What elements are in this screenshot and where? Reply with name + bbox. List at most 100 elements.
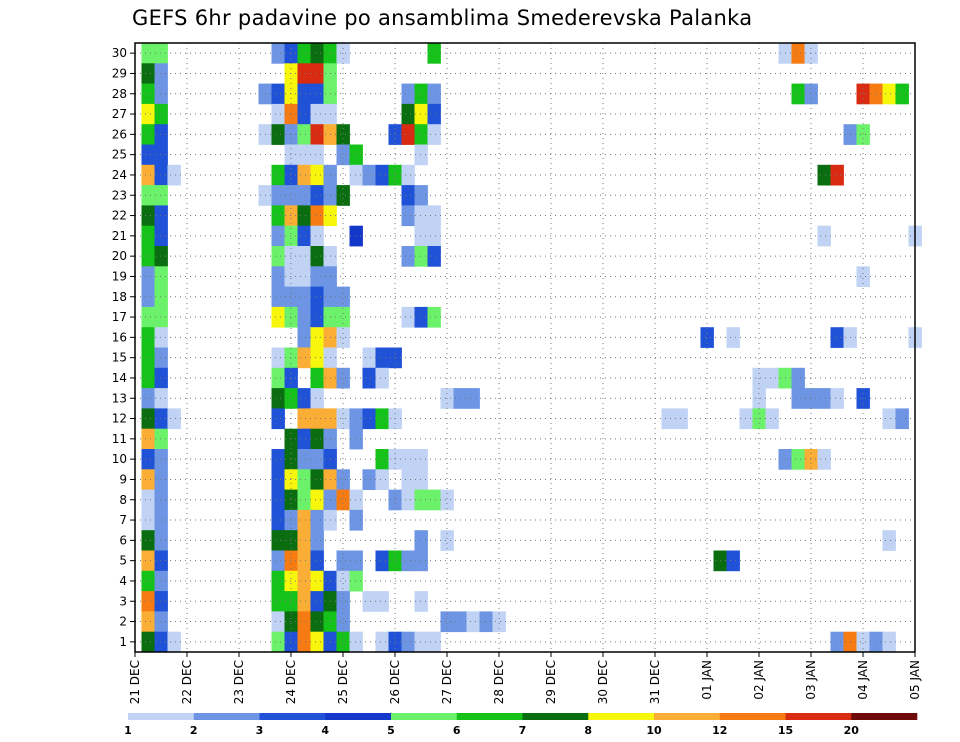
heatmap-cell	[401, 124, 415, 145]
heatmap-cell	[141, 164, 155, 186]
y-tick-label: 15	[112, 351, 127, 365]
heatmap-cell	[297, 509, 311, 531]
colorbar-swatch	[128, 713, 195, 720]
heatmap-cell	[284, 611, 298, 633]
heatmap-cell	[297, 306, 311, 328]
heatmap-cell	[154, 367, 168, 389]
heatmap-cell	[284, 124, 298, 145]
heatmap-cell	[414, 83, 428, 105]
heatmap-cell	[349, 408, 363, 430]
heatmap-cell	[154, 611, 168, 633]
heatmap-cell	[141, 306, 155, 328]
plot-frame	[134, 42, 916, 653]
heatmap-cell	[336, 306, 350, 328]
heatmap-cell	[362, 408, 376, 430]
heatmap-cell	[414, 489, 428, 511]
heatmap-cell	[271, 43, 285, 64]
heatmap-cell	[310, 388, 324, 409]
x-tick-label: 04 JAN	[856, 660, 870, 700]
heatmap-cell	[336, 469, 350, 490]
heatmap-cell	[414, 246, 428, 267]
heatmap-cell	[362, 591, 376, 612]
y-tick-label: 9	[119, 472, 127, 486]
heatmap-cell	[297, 347, 311, 369]
heatmap-cell	[297, 449, 311, 470]
heatmap-cell	[154, 388, 168, 409]
heatmap-cell	[284, 428, 298, 450]
heatmap-cell	[284, 103, 298, 125]
heatmap-cell	[414, 306, 428, 328]
heatmap-cell	[284, 631, 298, 653]
heatmap-cell	[817, 225, 831, 247]
heatmap-cell	[414, 124, 428, 145]
heatmap-cell	[271, 570, 285, 592]
colorbar-label: 15	[778, 724, 793, 737]
heatmap-cell	[414, 144, 428, 166]
y-tick-label: 7	[119, 513, 127, 527]
heatmap-cell	[765, 408, 779, 430]
heatmap-cell	[310, 469, 324, 490]
heatmap-cell	[336, 550, 350, 572]
heatmap-cell	[310, 246, 324, 267]
heatmap-cell	[856, 124, 870, 145]
heatmap-cell	[362, 164, 376, 186]
heatmap-cell	[297, 225, 311, 247]
heatmap-cell	[141, 428, 155, 450]
heatmap-cell	[375, 631, 389, 653]
heatmap-cell	[297, 164, 311, 186]
heatmap-cell	[336, 124, 350, 145]
x-tick-label: 05 JAN	[908, 660, 922, 700]
heatmap-cell	[830, 327, 844, 348]
heatmap-cell	[414, 185, 428, 206]
heatmap-cell	[284, 144, 298, 166]
colorbar-swatch	[588, 713, 655, 720]
heatmap-cell	[154, 591, 168, 612]
heatmap-cell	[284, 185, 298, 206]
heatmap-cell	[141, 225, 155, 247]
heatmap-cell	[284, 550, 298, 572]
y-tick-label: 16	[112, 330, 127, 344]
heatmap-cell	[830, 631, 844, 653]
heatmap-cell	[154, 530, 168, 551]
heatmap-cell	[284, 347, 298, 369]
y-tick-label: 5	[119, 554, 127, 568]
heatmap-cell	[310, 591, 324, 612]
heatmap-cell	[375, 347, 389, 369]
heatmap-cell	[739, 408, 753, 430]
heatmap-cell	[154, 509, 168, 531]
y-tick-label: 11	[112, 432, 127, 446]
y-tick-label: 14	[112, 371, 127, 385]
colorbar-swatch	[851, 713, 918, 720]
heatmap-cell	[271, 286, 285, 308]
colorbar-label: 3	[256, 724, 264, 737]
heatmap-cell	[297, 83, 311, 105]
heatmap-cell	[349, 164, 363, 186]
heatmap-cell	[856, 631, 870, 653]
heatmap-cell	[401, 185, 415, 206]
heatmap-cell	[427, 246, 441, 267]
heatmap-cell	[882, 408, 896, 430]
heatmap-cell	[895, 83, 909, 105]
heatmap-cell	[336, 570, 350, 592]
heatmap-cell	[154, 489, 168, 511]
colorbar-swatch	[259, 713, 326, 720]
heatmap-cell	[310, 144, 324, 166]
heatmap-cell	[141, 144, 155, 166]
heatmap-cell	[414, 103, 428, 125]
heatmap-cell	[401, 103, 415, 125]
heatmap-cell	[154, 550, 168, 572]
y-tick-label: 12	[112, 412, 127, 426]
heatmap-cell	[297, 530, 311, 551]
colorbar-label: 5	[387, 724, 395, 737]
heatmap-cell	[297, 428, 311, 450]
heatmap-cell	[440, 530, 454, 551]
heatmap-cell	[401, 83, 415, 105]
heatmap-cell	[336, 591, 350, 612]
colorbar-label: 10	[646, 724, 662, 737]
heatmap-cell	[154, 103, 168, 125]
heatmap-cell	[401, 164, 415, 186]
heatmap-cell	[336, 144, 350, 166]
colorbar-swatch	[719, 713, 786, 720]
x-tick-label: 25 DEC	[336, 660, 350, 704]
heatmap-cell	[414, 631, 428, 653]
